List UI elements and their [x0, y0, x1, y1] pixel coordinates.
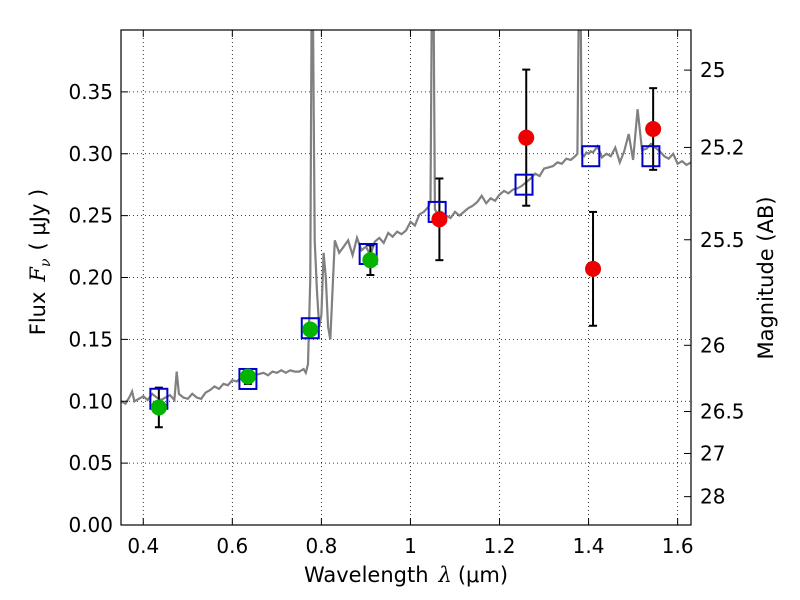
observed-flux-point [150, 399, 167, 416]
x-tick-label: 1.2 [484, 534, 516, 558]
y-tick-label: 0.10 [68, 389, 113, 413]
mag-tick-label: 26 [700, 333, 725, 357]
sed-model-line [121, 30, 691, 406]
y-tick-label: 0.00 [68, 513, 113, 537]
observed-flux-point [431, 211, 448, 228]
observed-flux-point [362, 252, 379, 269]
mag-tick-label: 25 [700, 58, 725, 82]
mag-tick-label: 28 [700, 485, 725, 509]
mag-tick-label: 26.5 [700, 400, 745, 424]
mag-tick-label: 25.5 [700, 228, 745, 252]
x-tick-label: 0.6 [216, 534, 248, 558]
observed-flux-point [585, 260, 602, 277]
x-tick-label: 0.4 [127, 534, 159, 558]
model-flux-square [641, 145, 661, 168]
plot-area [121, 30, 691, 429]
mag-tick-label: 25.2 [700, 135, 745, 159]
x-tick-label: 0.8 [305, 534, 337, 558]
observed-flux-points [150, 121, 662, 416]
y-tick-label: 0.30 [68, 142, 113, 166]
y-tick-label: 0.25 [68, 204, 113, 228]
y-tick-label: 0.20 [68, 266, 113, 290]
observed-flux-point [518, 129, 535, 146]
observed-flux-point [302, 321, 319, 338]
mag-tick-label: 27 [700, 441, 725, 465]
y-tick-label: 0.15 [68, 327, 113, 351]
x-tick-label: 1.6 [662, 534, 694, 558]
y2-axis-label: Magnitude (AB) [754, 196, 778, 359]
x-axis-label: Wavelength λ (μm) [304, 563, 508, 587]
x-tick-label: 1.4 [573, 534, 605, 558]
model-flux-square [581, 145, 601, 168]
grid-lines [121, 30, 691, 526]
y-axis-label: FluxFν( μJy ) [26, 189, 54, 335]
y-tick-label: 0.05 [68, 451, 113, 475]
x-tick-label: 1 [404, 534, 417, 558]
axis-ticks: 0.4 0.6 0.8 1 1.2 1.4 1.6 0.00 0.05 0.10 0.15 0.20 0… [68, 30, 745, 558]
model-flux-square [514, 173, 534, 196]
model-flux-square [300, 317, 320, 340]
y-tick-label: 0.35 [68, 80, 113, 104]
model-flux-squares [149, 145, 661, 410]
observed-flux-point [645, 121, 662, 137]
observed-flux-point [239, 368, 256, 385]
